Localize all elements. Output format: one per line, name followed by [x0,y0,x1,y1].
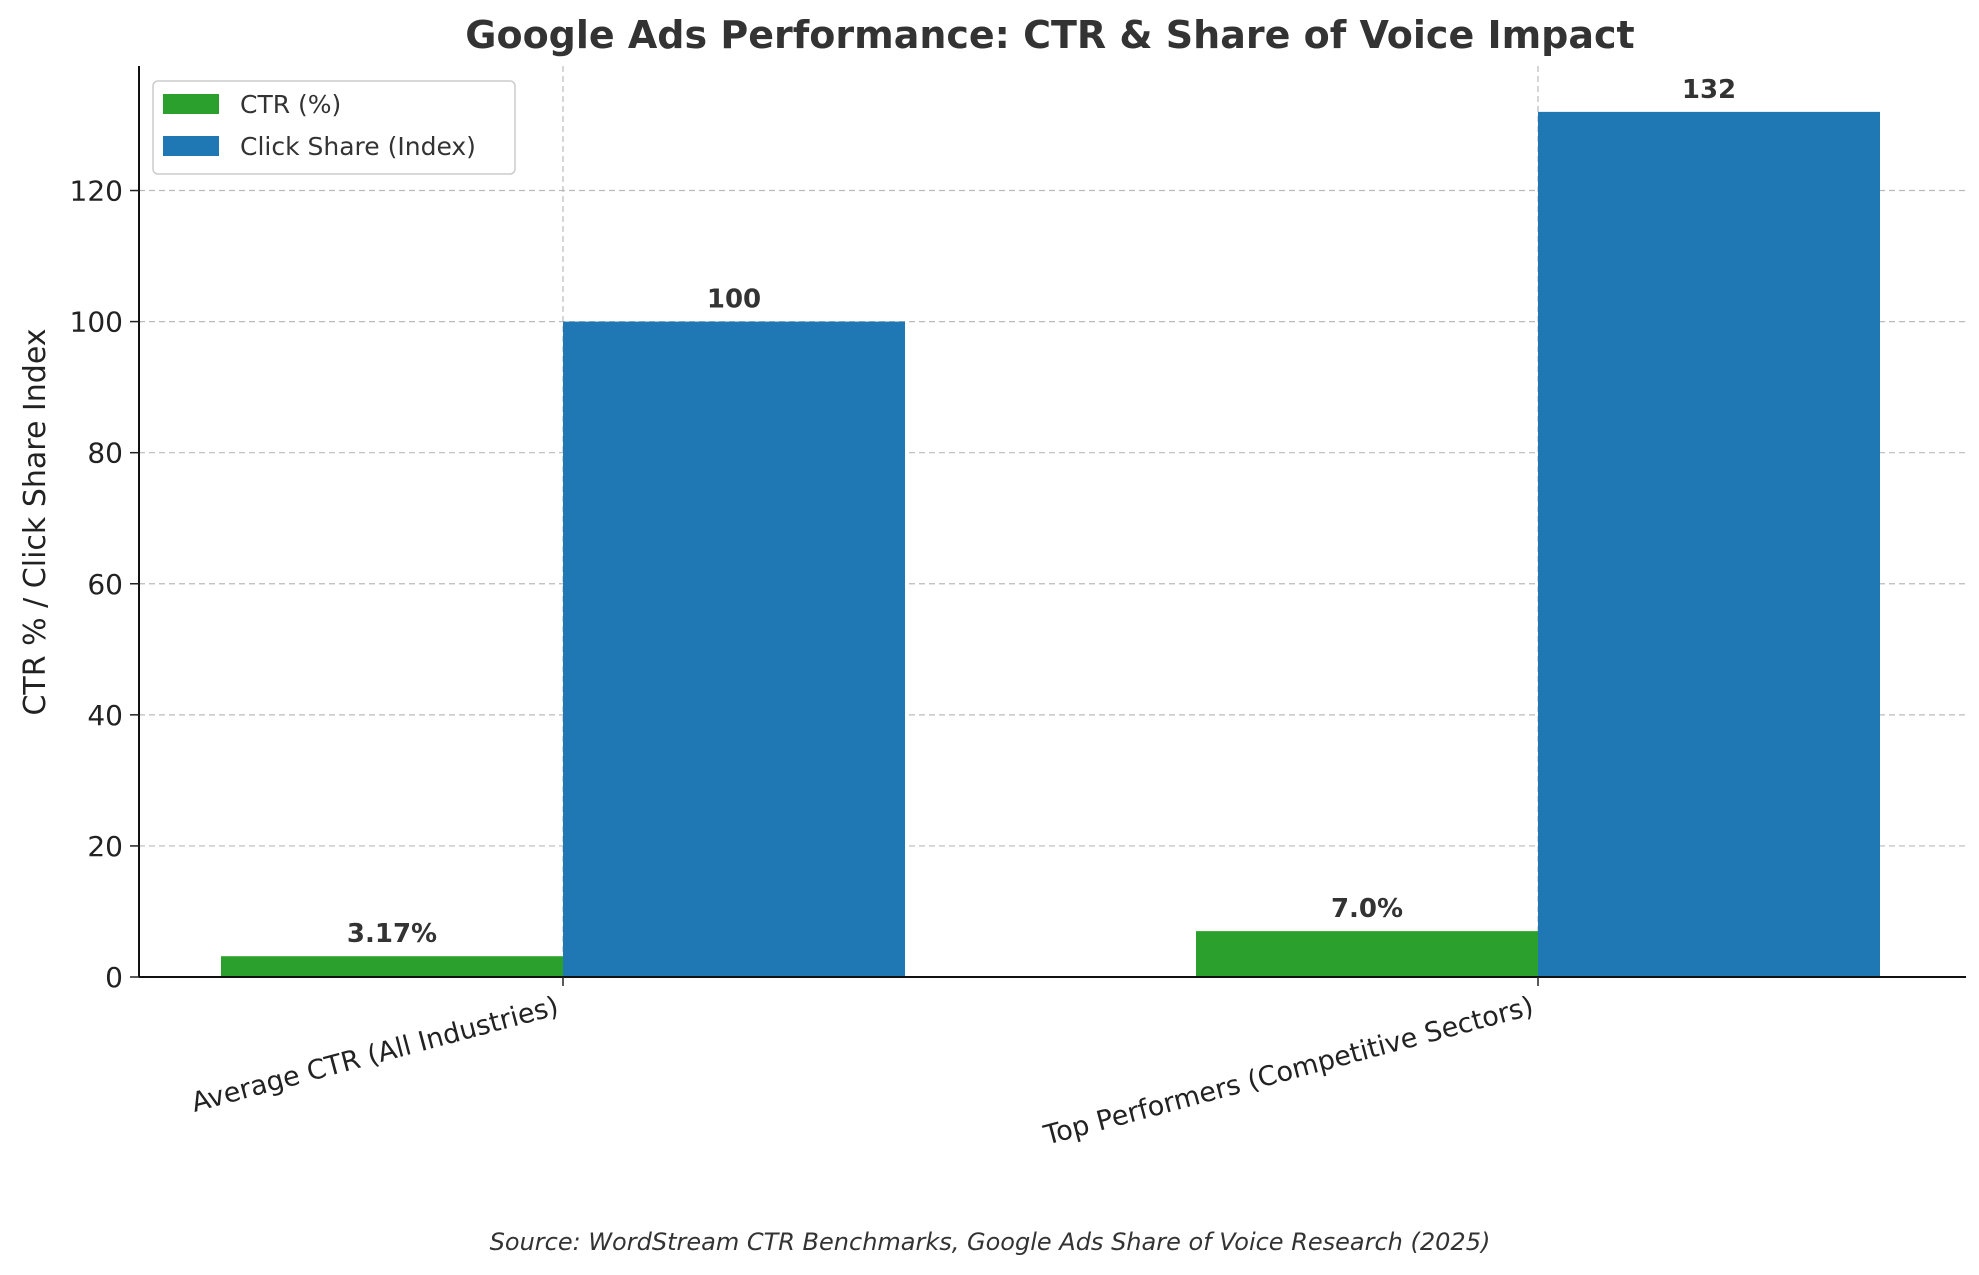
y-tick-label: 80 [87,437,123,470]
source-note: Source: WordStream CTR Benchmarks, Googl… [490,1228,1491,1256]
y-tick-label: 40 [87,699,123,732]
y-tick-label: 20 [87,830,123,863]
x-tick-label-1: Average CTR (All Industries) [188,991,562,1119]
y-ticks: 0 20 40 60 80 100 120 [70,175,139,994]
bars [221,111,1880,978]
value-labels: 3.17% 7.0% 100 132 [347,75,1736,949]
legend-label-click-share: Click Share (Index) [240,132,476,161]
value-label-click-share-1: 100 [707,285,761,315]
value-label-ctr-2: 7.0% [1331,894,1403,924]
legend-swatch-click-share [163,136,219,156]
legend-label-ctr: CTR (%) [240,90,341,119]
value-label-ctr-1: 3.17% [347,919,437,949]
x-ticks: Average CTR (All Industries) Top Performe… [188,977,1539,1152]
bar-ctr-2 [1196,931,1538,977]
value-label-click-share-2: 132 [1682,75,1736,105]
bar-click-share-1 [563,321,905,977]
y-tick-label: 100 [70,306,123,339]
legend-swatch-ctr [163,94,219,114]
y-axis-label: CTR % / Click Share Index [18,328,53,715]
x-tick-label-2: Top Performers (Competitive Sectors) [1040,991,1537,1152]
legend: CTR (%) Click Share (Index) [152,80,516,175]
y-tick-label: 60 [87,568,123,601]
legend-frame [152,80,516,175]
axes [138,66,1966,978]
bar-click-share-2 [1538,111,1880,978]
chart-title: Google Ads Performance: CTR & Share of V… [465,13,1634,57]
y-tick-label: 120 [70,175,123,208]
bar-ctr-1 [221,956,563,977]
y-tick-label: 0 [105,961,123,994]
grid [139,66,1966,977]
